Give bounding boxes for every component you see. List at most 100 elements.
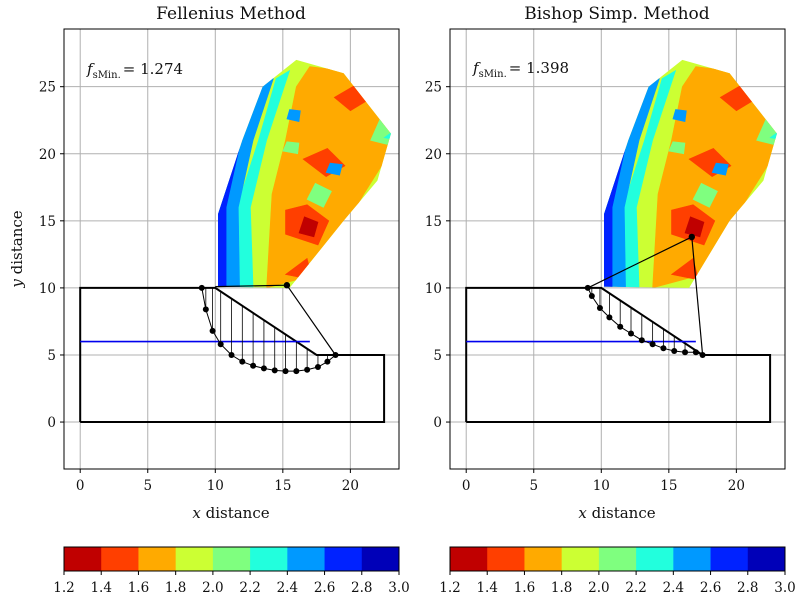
- colorbar-tick-label: 2.6: [314, 580, 335, 596]
- fs-symbol: f: [472, 59, 481, 77]
- x-tick-label: 15: [274, 478, 291, 494]
- colorbar-tick-label: 1.6: [128, 580, 149, 596]
- colorbar-tick-label: 3.0: [388, 580, 409, 596]
- contour-band: [668, 141, 686, 155]
- colorbar-swatch: [710, 547, 749, 571]
- fellenius-panel: Fellenius Method 0 5 10 15 20 0 5 10 15 20 25 fsMi…: [8, 4, 410, 596]
- x-axis-label: x distance: [578, 504, 655, 522]
- slip-point: [282, 368, 289, 375]
- colorbar-tick-label: 1.2: [439, 580, 460, 596]
- colorbar-tick-label: 1.6: [514, 580, 535, 596]
- colorbar: 1.2 1.4 1.6 1.8 2.0 2.2 2.4 2.6 2.8 3.0: [53, 546, 410, 596]
- contour-band: [684, 216, 705, 238]
- slip-point: [324, 358, 331, 365]
- slip-point: [209, 327, 216, 334]
- colorbar-swatch: [747, 547, 786, 571]
- colorbar-swatch: [324, 547, 363, 571]
- slip-point: [198, 284, 205, 291]
- colorbar: 1.2 1.4 1.6 1.8 2.0 2.2 2.4 2.6 2.8 3.0: [439, 546, 796, 596]
- slip-point: [671, 347, 678, 354]
- slip-point: [239, 358, 246, 365]
- colorbar-swatch: [487, 547, 525, 571]
- slip-point: [314, 364, 321, 371]
- slip-point: [628, 330, 635, 337]
- contour-bands: [218, 59, 391, 288]
- contour-band: [383, 126, 391, 141]
- fs-value: = 1.398: [509, 59, 569, 77]
- slip-point: [660, 345, 667, 352]
- colorbar-tick-label: 2.4: [277, 580, 298, 596]
- colorbar-swatch: [138, 547, 177, 571]
- y-tick-label: 0: [433, 415, 442, 431]
- slip-point: [649, 341, 656, 348]
- y-axis-label: y distance: [8, 210, 26, 288]
- y-tick-label: 20: [425, 147, 442, 163]
- critical-center: [283, 282, 291, 289]
- y-tick-label: 25: [425, 80, 442, 96]
- x-tick-label: 0: [76, 478, 85, 494]
- x-tick-label: 15: [660, 478, 677, 494]
- y-tick-label: 10: [425, 281, 442, 297]
- colorbar-tick-label: 2.4: [663, 580, 684, 596]
- fs-subscript: sMin.: [93, 70, 121, 81]
- slip-surface: [201, 287, 336, 372]
- radius-line: [215, 284, 336, 356]
- contour-band: [672, 109, 687, 122]
- slope-geometry: [79, 282, 386, 423]
- colorbar-tick-label: 2.2: [239, 580, 260, 596]
- x-tick-label: 5: [143, 478, 152, 494]
- x-tick-label: 20: [728, 478, 745, 494]
- colorbar-tick-label: 1.8: [165, 580, 186, 596]
- contour-band: [231, 69, 291, 288]
- contour-band: [325, 162, 343, 176]
- y-tick-label: 5: [433, 348, 442, 364]
- slip-point: [304, 366, 311, 373]
- colorbar-frame: [449, 546, 786, 572]
- contour-bands: [604, 59, 777, 288]
- y-tick-label: 25: [39, 80, 56, 96]
- colorbar-tick-label: 2.8: [351, 580, 372, 596]
- slip-point: [584, 284, 591, 291]
- slip-point: [271, 367, 278, 374]
- colorbar-tick-label: 1.2: [53, 580, 74, 596]
- critical-center: [688, 233, 695, 241]
- fs-subscript: sMin.: [479, 69, 507, 80]
- colorbar-swatch: [175, 547, 214, 571]
- colorbar-tick-label: 2.0: [588, 580, 609, 596]
- plot-frame: [63, 28, 400, 470]
- fs-min-annotation: fsMin. = 1.274: [86, 60, 183, 81]
- colorbar-tick-label: 2.8: [737, 580, 758, 596]
- colorbar-tick-label: 1.8: [551, 580, 572, 596]
- colorbar-tick-label: 1.4: [476, 580, 497, 596]
- slip-point: [617, 323, 624, 330]
- plot-frame: [449, 28, 786, 470]
- fs-symbol: f: [86, 60, 95, 78]
- colorbar-swatch: [598, 547, 637, 571]
- x-tick-label: 20: [342, 478, 359, 494]
- colorbar-swatch: [64, 547, 102, 571]
- slip-point: [217, 341, 224, 348]
- slip-point: [250, 362, 257, 369]
- contour-band: [692, 182, 718, 208]
- panel-title: Fellenius Method: [156, 4, 306, 24]
- contour-band: [711, 162, 729, 176]
- colorbar-tick-label: 1.4: [90, 580, 111, 596]
- slope-geometry: [465, 233, 772, 423]
- colorbar-swatch: [673, 547, 711, 571]
- y-tick-label: 20: [39, 147, 56, 163]
- slip-point: [202, 306, 209, 313]
- contour-band: [670, 257, 699, 281]
- colorbar-tick-label: 2.6: [700, 580, 721, 596]
- colorbar-swatch: [101, 547, 139, 571]
- fs-value: = 1.274: [123, 60, 183, 78]
- y-tick-label: 0: [47, 415, 56, 431]
- contour-band: [306, 182, 332, 208]
- colorbar-swatch: [561, 547, 600, 571]
- panel-title: Bishop Simp. Method: [524, 4, 709, 24]
- contour-band: [769, 126, 777, 141]
- x-tick-label: 10: [207, 478, 224, 494]
- axis-ticks: 0 5 10 15 20 0 5 10 15 20 25: [39, 80, 359, 494]
- y-tick-label: 15: [425, 214, 442, 230]
- colorbar-swatch: [361, 547, 400, 571]
